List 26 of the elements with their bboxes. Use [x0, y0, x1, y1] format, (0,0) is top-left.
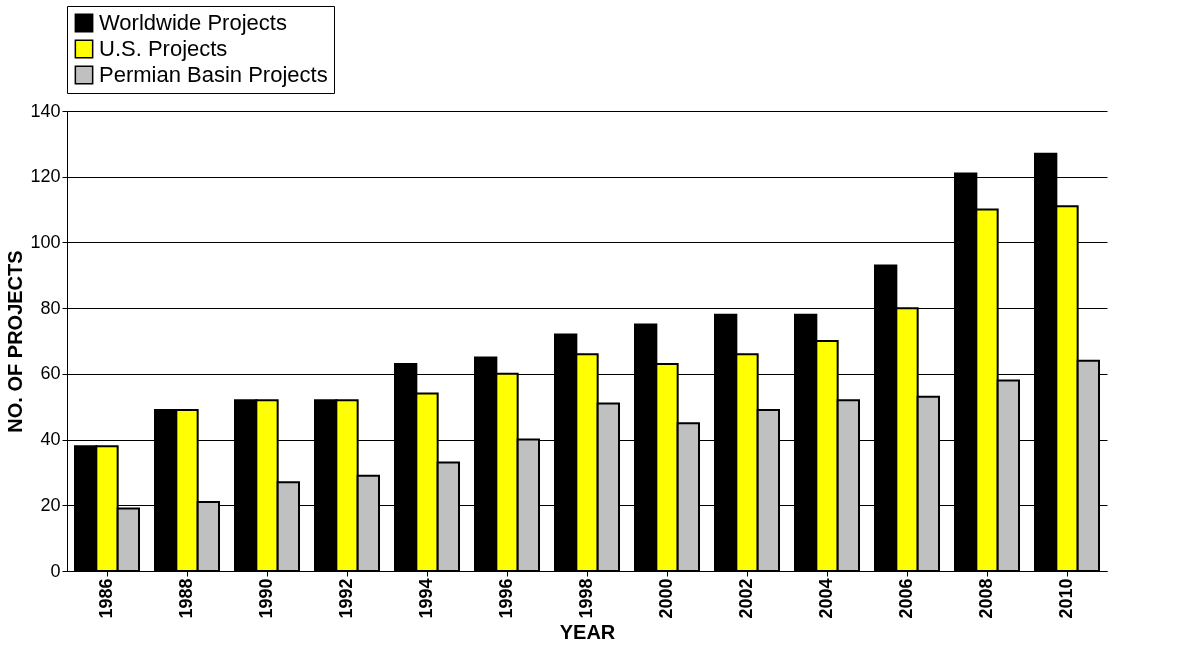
- x-tick-label: 1990: [256, 578, 276, 619]
- x-tick-label: 1986: [96, 578, 116, 619]
- legend-label: Permian Basin Projects: [99, 62, 328, 87]
- x-tick-label: 1996: [496, 578, 516, 619]
- y-tick-label: 40: [40, 429, 61, 450]
- y-tick-label: 60: [40, 363, 61, 384]
- x-axis-title: YEAR: [559, 620, 616, 643]
- x-tick-label: 1992: [336, 578, 356, 619]
- x-tick-label: 1994: [416, 578, 436, 619]
- y-axis-title: NO. OF PROJECTS: [4, 250, 27, 433]
- y-tick-label: 140: [30, 100, 61, 121]
- x-tick-label: 2006: [896, 578, 916, 619]
- y-tick-label: 0: [50, 560, 61, 581]
- y-tick-label: 80: [40, 297, 61, 318]
- legend-label: Worldwide Projects: [99, 10, 287, 35]
- y-tick-label: 100: [30, 231, 61, 252]
- x-tick-label: 2008: [976, 578, 996, 619]
- x-tick-label: 2004: [816, 578, 836, 619]
- x-tick-label: 1998: [576, 578, 596, 619]
- x-tick-label: 2010: [1056, 578, 1076, 619]
- x-tick-label: 2002: [736, 578, 756, 619]
- x-tick-label: 1988: [176, 578, 196, 619]
- y-tick-label: 120: [30, 166, 61, 187]
- legend-label: U.S. Projects: [99, 36, 228, 61]
- y-tick-label: 20: [40, 494, 61, 515]
- x-tick-label: 2000: [656, 578, 676, 619]
